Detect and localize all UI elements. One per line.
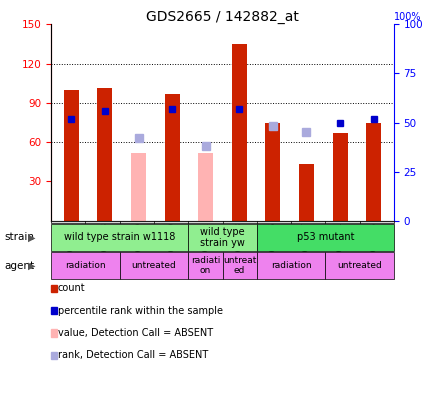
Bar — [232, 44, 247, 221]
Text: radiati
on: radiati on — [190, 256, 220, 275]
Text: untreated: untreated — [337, 261, 382, 270]
Bar — [131, 153, 146, 221]
Bar — [366, 122, 381, 221]
Text: agent: agent — [4, 261, 35, 271]
Text: rank, Detection Call = ABSENT: rank, Detection Call = ABSENT — [58, 350, 208, 360]
Text: GDS2665 / 142882_at: GDS2665 / 142882_at — [146, 10, 299, 24]
Text: value, Detection Call = ABSENT: value, Detection Call = ABSENT — [58, 328, 213, 338]
Text: strain: strain — [4, 232, 34, 242]
Bar — [64, 90, 79, 221]
Text: wild type
strain yw: wild type strain yw — [200, 226, 245, 248]
Text: 100%: 100% — [394, 12, 421, 22]
Text: radiation: radiation — [271, 261, 312, 270]
Text: radiation: radiation — [65, 261, 106, 270]
Text: p53 mutant: p53 mutant — [296, 232, 354, 242]
Bar — [165, 94, 180, 221]
Text: ▶: ▶ — [28, 232, 36, 242]
Bar — [265, 122, 280, 221]
Text: ▶: ▶ — [28, 261, 36, 271]
Bar — [332, 133, 348, 221]
Bar — [97, 88, 113, 221]
Bar — [198, 153, 213, 221]
Text: wild type strain w1118: wild type strain w1118 — [64, 232, 175, 242]
Bar — [299, 164, 314, 221]
Text: untreated: untreated — [132, 261, 176, 270]
Text: untreat
ed: untreat ed — [223, 256, 256, 275]
Text: percentile rank within the sample: percentile rank within the sample — [58, 306, 223, 315]
Text: count: count — [58, 284, 85, 293]
